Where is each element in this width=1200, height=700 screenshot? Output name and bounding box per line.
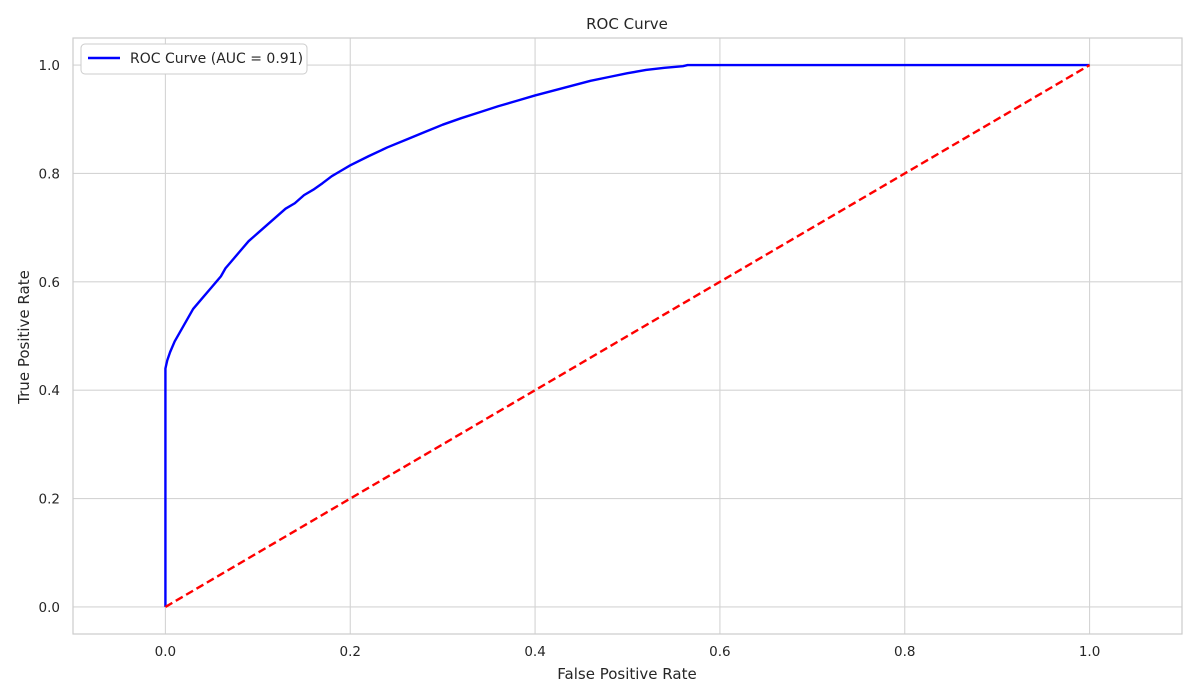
y-axis-label: True Positive Rate	[15, 270, 33, 405]
y-tick-label: 0.0	[39, 600, 60, 616]
y-tick-label: 0.8	[39, 166, 60, 182]
chart-title: ROC Curve	[586, 15, 668, 33]
tick-labels: 0.0 0.2 0.4 0.6 0.8 1.0 0.0 0.2 0.4 0.6 0.8 1.0	[39, 58, 1101, 660]
plot-frame	[72, 37, 1183, 635]
x-tick-label: 0.8	[894, 644, 915, 660]
y-tick-label: 0.6	[39, 275, 60, 291]
x-tick-label: 0.0	[155, 644, 176, 660]
y-tick-label: 0.2	[39, 492, 60, 508]
x-tick-label: 0.6	[709, 644, 730, 660]
roc-curve-line	[164, 63, 1090, 607]
x-tick-label: 0.2	[340, 644, 361, 660]
x-tick-label: 0.4	[524, 644, 545, 660]
legend-box	[80, 43, 308, 75]
x-axis-label: False Positive Rate	[557, 665, 696, 683]
legend-label-roc: ROC Curve (AUC = 0.91)	[130, 51, 303, 67]
series-layer	[164, 63, 1091, 608]
legend: ROC Curve (AUC = 0.91)	[80, 43, 308, 75]
y-tick-label: 0.4	[39, 383, 60, 399]
y-tick-label: 1.0	[39, 58, 60, 74]
random-baseline-line	[164, 64, 1091, 608]
grid	[73, 38, 1182, 634]
x-tick-label: 1.0	[1079, 644, 1100, 660]
